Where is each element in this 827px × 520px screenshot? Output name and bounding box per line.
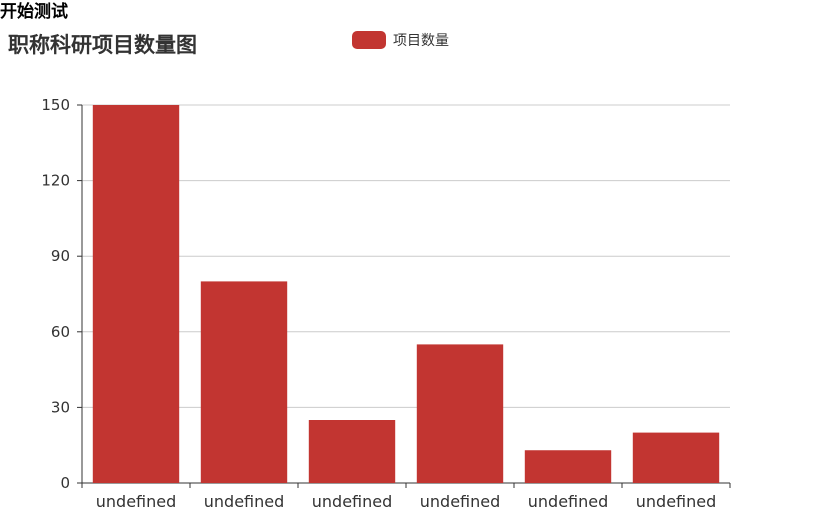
y-tick-label: 0	[60, 474, 70, 492]
bar[interactable]	[200, 281, 288, 483]
y-tick-label: 120	[41, 172, 70, 190]
x-tick-label: undefined	[636, 492, 717, 511]
legend-label: 项目数量	[393, 33, 449, 49]
chart-title: 职称科研项目数量图	[8, 33, 197, 57]
y-tick-label: 60	[51, 323, 70, 341]
page-heading: 开始测试	[0, 2, 68, 22]
y-tick-label: 150	[41, 96, 70, 114]
bar-chart-svg: 0 30 60 90 120 150 undefined undefined undefined…	[41, 96, 731, 511]
bar[interactable]	[632, 432, 720, 483]
x-tick-label: undefined	[312, 492, 393, 511]
legend[interactable]: 项目数量	[352, 30, 449, 50]
y-tick-label: 30	[51, 398, 70, 416]
bar[interactable]	[416, 344, 504, 483]
x-tick-label: undefined	[96, 492, 177, 511]
bar[interactable]	[308, 420, 396, 483]
bar[interactable]	[524, 450, 612, 483]
y-tick-label: 90	[51, 247, 70, 265]
x-tick-label: undefined	[528, 492, 609, 511]
chart-container: 职称科研项目数量图 项目数量 0 30 60 90 120 150 undefined und…	[0, 24, 827, 520]
legend-swatch	[352, 31, 386, 49]
bar[interactable]	[92, 105, 180, 483]
x-tick-label: undefined	[204, 492, 285, 511]
x-tick-label: undefined	[420, 492, 501, 511]
